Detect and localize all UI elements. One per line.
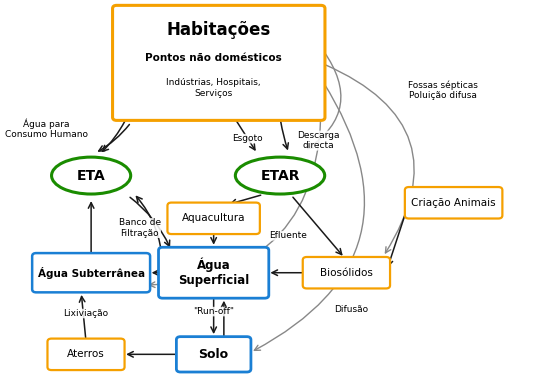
Text: ETA: ETA [77, 168, 106, 183]
Text: Água para
Consumo Humano: Água para Consumo Humano [5, 119, 88, 139]
Text: Criação Animais: Criação Animais [411, 198, 496, 208]
FancyBboxPatch shape [159, 247, 269, 298]
FancyBboxPatch shape [405, 187, 502, 218]
FancyBboxPatch shape [113, 5, 325, 121]
Text: "Run-off": "Run-off" [193, 307, 234, 316]
Text: Aquacultura: Aquacultura [182, 213, 245, 223]
Text: Fossas sépticas
Poluição difusa: Fossas sépticas Poluição difusa [408, 80, 478, 100]
Text: Biosólidos: Biosólidos [320, 268, 373, 278]
Text: Indústrias, Hospitais,
Serviços: Indústrias, Hospitais, Serviços [166, 78, 261, 98]
Text: Habitações: Habitações [167, 21, 271, 39]
Text: Solo: Solo [199, 348, 229, 361]
Text: Lixiviação: Lixiviação [63, 309, 109, 318]
Ellipse shape [235, 157, 325, 194]
FancyBboxPatch shape [176, 337, 251, 372]
Text: Aterros: Aterros [67, 349, 105, 359]
Text: Esgoto: Esgoto [232, 134, 263, 143]
Text: Efluente: Efluente [269, 231, 307, 240]
Text: Descarga
directa: Descarga directa [297, 131, 340, 150]
Text: Pontos não domésticos: Pontos não domésticos [145, 53, 282, 63]
Ellipse shape [51, 157, 131, 194]
FancyBboxPatch shape [32, 253, 150, 292]
Text: ETAR: ETAR [260, 168, 300, 183]
Text: Banco de
Filtração: Banco de Filtração [118, 218, 161, 238]
Text: Água Subterrânea: Água Subterrânea [38, 267, 145, 279]
FancyBboxPatch shape [48, 339, 124, 370]
FancyBboxPatch shape [303, 257, 390, 289]
Text: Água
Superficial: Água Superficial [178, 258, 249, 287]
Text: Difusão: Difusão [333, 305, 368, 314]
FancyBboxPatch shape [167, 202, 260, 234]
